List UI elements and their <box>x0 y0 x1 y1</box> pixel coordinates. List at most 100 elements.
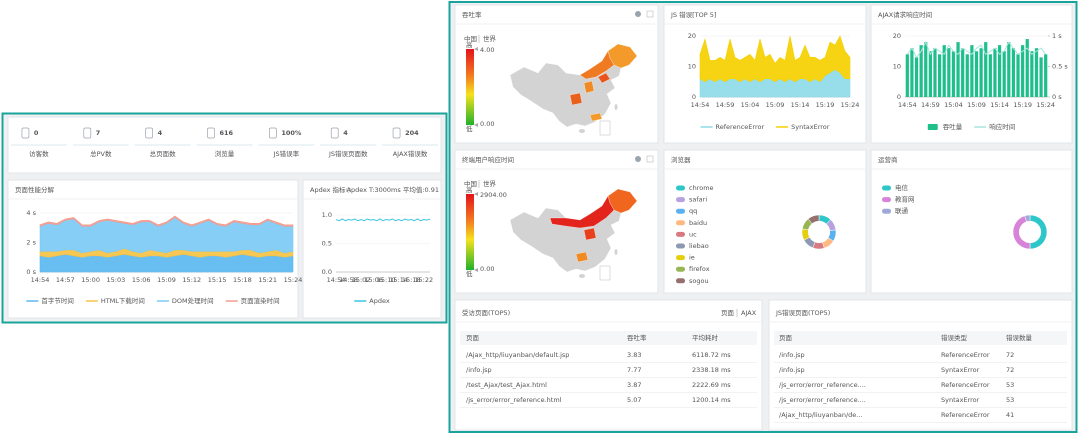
y-tick-label: 4 s <box>26 209 36 217</box>
info-icon <box>346 187 351 193</box>
x-tick-label: 15:06 <box>132 276 151 284</box>
table-cell: 72 <box>1006 366 1014 374</box>
legend: 吞吐量 响应时间 <box>927 122 1015 131</box>
chart-title: Apdex 指标 <box>310 185 346 194</box>
map-tab: 世界 <box>483 34 497 43</box>
map-island <box>614 104 618 110</box>
legend-max: 4.00 <box>480 46 494 54</box>
legend-high: 高 <box>466 40 473 49</box>
stat-label: JS错误页面数 <box>328 149 368 158</box>
x-tick-label: 15:09 <box>766 101 785 109</box>
legend-swatch <box>676 231 685 237</box>
map-region <box>589 112 603 122</box>
stat-icon <box>21 127 30 139</box>
map-region <box>583 80 595 94</box>
legend-label: 页面渲染时间 <box>241 296 280 305</box>
bar <box>910 48 914 97</box>
legend-label: safari <box>689 196 707 204</box>
table-cell: SyntaxError <box>941 366 980 374</box>
legend-label: 教育网 <box>895 195 915 204</box>
area <box>39 215 294 227</box>
card-title: 受访页面(TOP5) <box>462 308 510 317</box>
x-tick-label: 14:57 <box>56 276 75 284</box>
legend-label: firefox <box>689 265 710 273</box>
bar <box>914 57 919 97</box>
legend-label: qq <box>689 207 697 215</box>
x-tick-label: 15:19 <box>816 101 835 109</box>
bar <box>1011 48 1016 97</box>
card-title: 终端用户响应时间 <box>462 155 514 164</box>
column-header: 吞吐率 <box>627 333 647 342</box>
bar <box>1016 54 1020 97</box>
table-cell: SyntaxError <box>941 396 980 404</box>
legend-swatch <box>676 220 685 226</box>
y-tick-label: 20 <box>893 32 901 40</box>
x-tick-label: 14:54 <box>898 101 917 109</box>
stat-value: 0 <box>34 129 39 137</box>
table-link: /Ajax_http/liuyanban/default.jsp <box>466 351 569 359</box>
stat-label: AJAX错误数 <box>393 149 428 158</box>
column-header: 错误数量 <box>1006 333 1033 342</box>
legend-label: Apdex <box>369 297 390 305</box>
bar <box>979 48 983 97</box>
stat-icon <box>269 127 277 139</box>
bar <box>933 48 937 97</box>
x-tick-label: 15:18 <box>233 276 252 284</box>
map-inset <box>599 265 611 281</box>
bar <box>956 42 960 97</box>
x-tick-label: 15:15 <box>208 276 227 284</box>
stat-label: 总页面数 <box>150 149 177 158</box>
legend-label: chrome <box>689 184 714 192</box>
stat-value: 100% <box>281 129 302 137</box>
bar <box>1007 42 1011 97</box>
table-cell: 41 <box>1006 411 1014 419</box>
stat-label: 浏览量 <box>215 149 235 158</box>
legend-swatch <box>676 185 685 191</box>
x-tick-label: 15:14 <box>389 276 408 284</box>
y-tick-label: 20 <box>688 32 696 40</box>
stat-value: 4 <box>343 129 348 137</box>
column-header: 页面 <box>779 334 793 342</box>
legend-swatch <box>676 278 685 284</box>
x-tick-label: 15:24 <box>1036 101 1055 109</box>
legend-label: 电信 <box>895 183 909 192</box>
table-cell: ReferenceError <box>941 351 990 359</box>
y2-tick-label: 0 s <box>1052 93 1062 101</box>
map-tab: 中国 <box>464 179 477 188</box>
x-tick-label: 14:59 <box>716 101 735 109</box>
stat-label: 访客数 <box>29 149 49 158</box>
table-tab: AJAX <box>741 309 757 317</box>
bar <box>951 51 956 97</box>
x-tick-label: 14:54 <box>31 276 50 284</box>
y2-tick-label: 1 s <box>1052 32 1062 40</box>
y-tick-label: 10 <box>893 63 901 71</box>
x-tick-label: 15:21 <box>258 276 277 284</box>
card <box>302 179 442 319</box>
table-cell: 53 <box>1006 381 1014 389</box>
legend-handle <box>474 123 478 127</box>
bar <box>924 42 928 97</box>
stat-value: 204 <box>405 129 419 137</box>
table-link: /js_error/error_reference.html <box>466 396 562 404</box>
pie-slice <box>807 214 820 224</box>
y-tick-label: 0 s <box>26 268 36 276</box>
icon <box>646 10 654 18</box>
map-island <box>579 129 585 133</box>
legend-handle <box>474 47 478 51</box>
bar <box>965 54 969 97</box>
bar <box>997 45 1002 97</box>
map-region <box>569 92 583 106</box>
table-cell: 3.83 <box>627 351 641 359</box>
table-cell: 1200.14 ms <box>692 396 731 404</box>
legend: Apdex <box>354 297 390 305</box>
map-region <box>575 251 589 263</box>
legend-label: DOM处理时间 <box>172 296 214 305</box>
map <box>509 188 638 281</box>
x-tick-label: 15:22 <box>414 276 433 284</box>
table-cell: 2338.18 ms <box>692 366 731 374</box>
x-tick-label: 15:02 <box>352 276 371 284</box>
card-title: 吞吐率 <box>462 10 482 19</box>
x-tick-label: 15:03 <box>107 276 126 284</box>
legend-label: baidu <box>689 219 707 227</box>
